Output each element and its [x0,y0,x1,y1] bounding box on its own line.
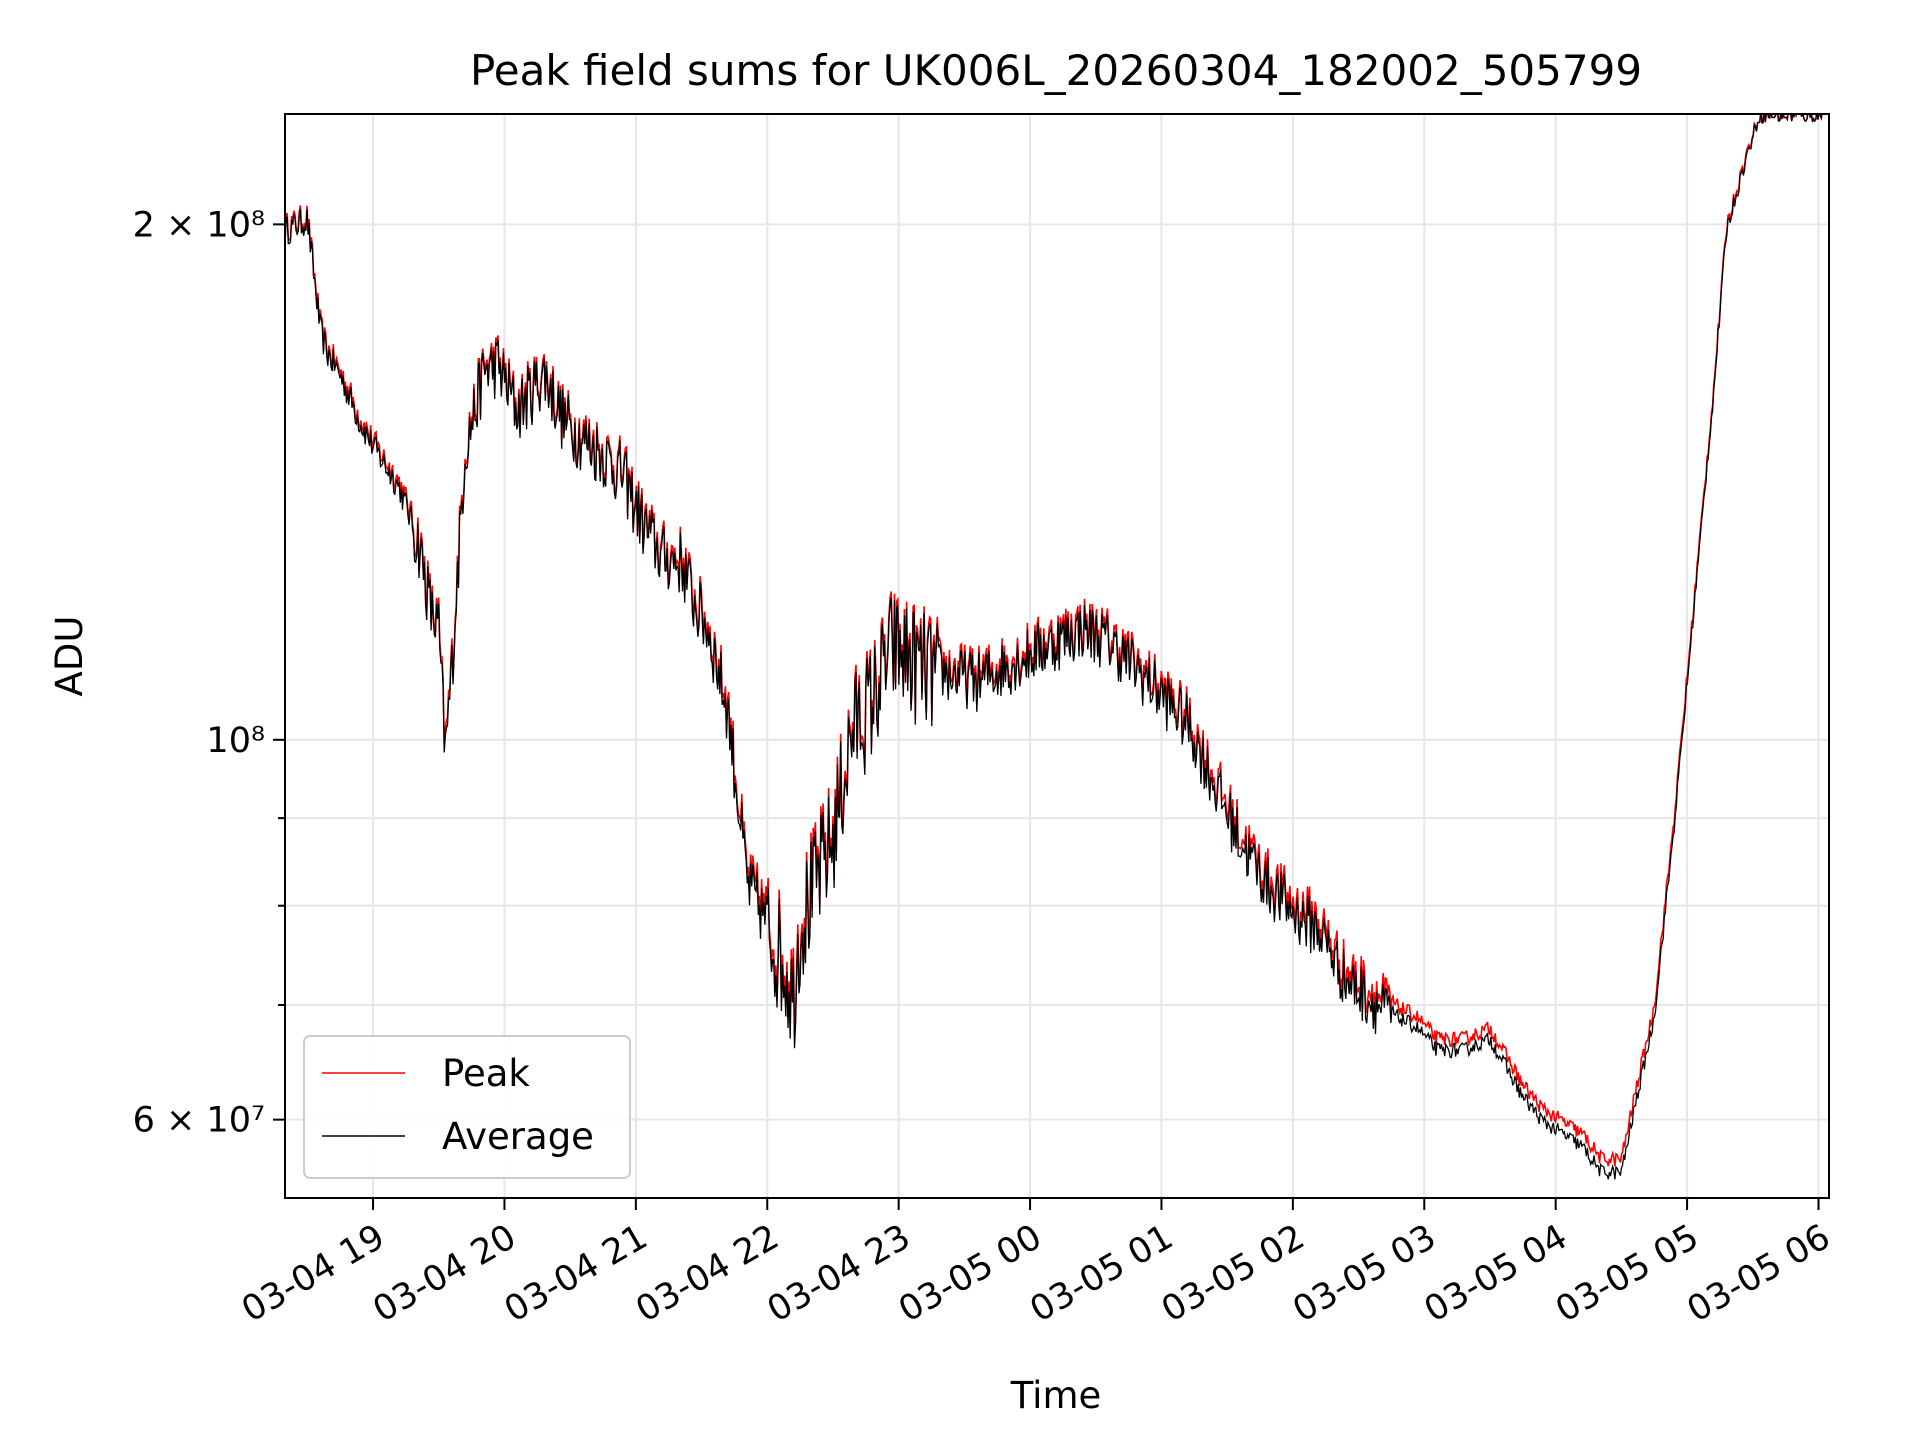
plot-frame [284,113,1830,1199]
legend-box [303,1035,631,1179]
y-axis-label: ADU [48,616,91,697]
grid [285,114,1829,1198]
y-axis: 6 × 10⁷ 10⁸ 2 × 10⁸ [133,205,285,1141]
chart-title: Peak field sums for UK006L_20260304_1820… [470,46,1642,95]
series-average-line [285,114,1823,1180]
series-layer [285,114,1823,1180]
legend: Peak Average [303,1035,631,1179]
y-tick-label: 6 × 10⁷ [133,1101,265,1141]
legend-average-label: Average [442,1115,594,1158]
y-tick-label: 2 × 10⁸ [133,205,265,245]
x-axis-label: Time [1010,1374,1102,1417]
y-tick-label: 10⁸ [206,721,265,761]
legend-peak-label: Peak [442,1052,530,1095]
